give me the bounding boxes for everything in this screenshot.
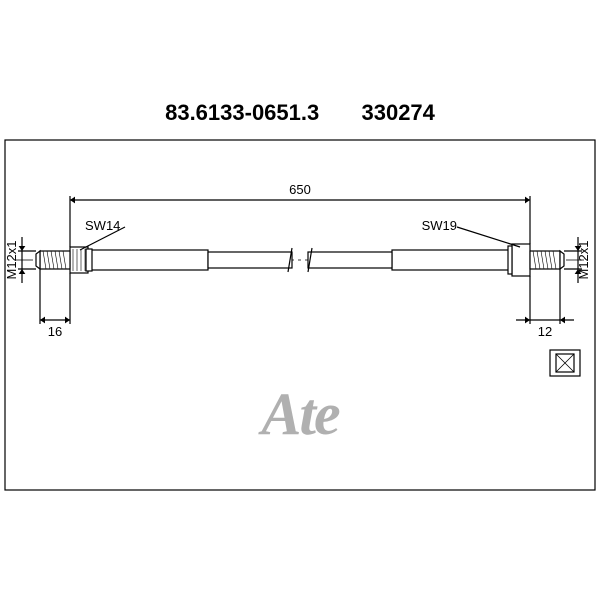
svg-text:SW19: SW19 — [422, 218, 457, 233]
svg-text:16: 16 — [48, 324, 62, 339]
svg-text:M12x1: M12x1 — [4, 240, 19, 279]
svg-text:SW14: SW14 — [85, 218, 120, 233]
svg-text:12: 12 — [538, 324, 552, 339]
technical-drawing: 650 SW14 SW19 16 12 M12x1 M12x1 — [0, 0, 600, 600]
brand-logo: Ate — [0, 380, 600, 449]
svg-text:M12x1: M12x1 — [576, 240, 591, 279]
svg-text:650: 650 — [289, 182, 311, 197]
